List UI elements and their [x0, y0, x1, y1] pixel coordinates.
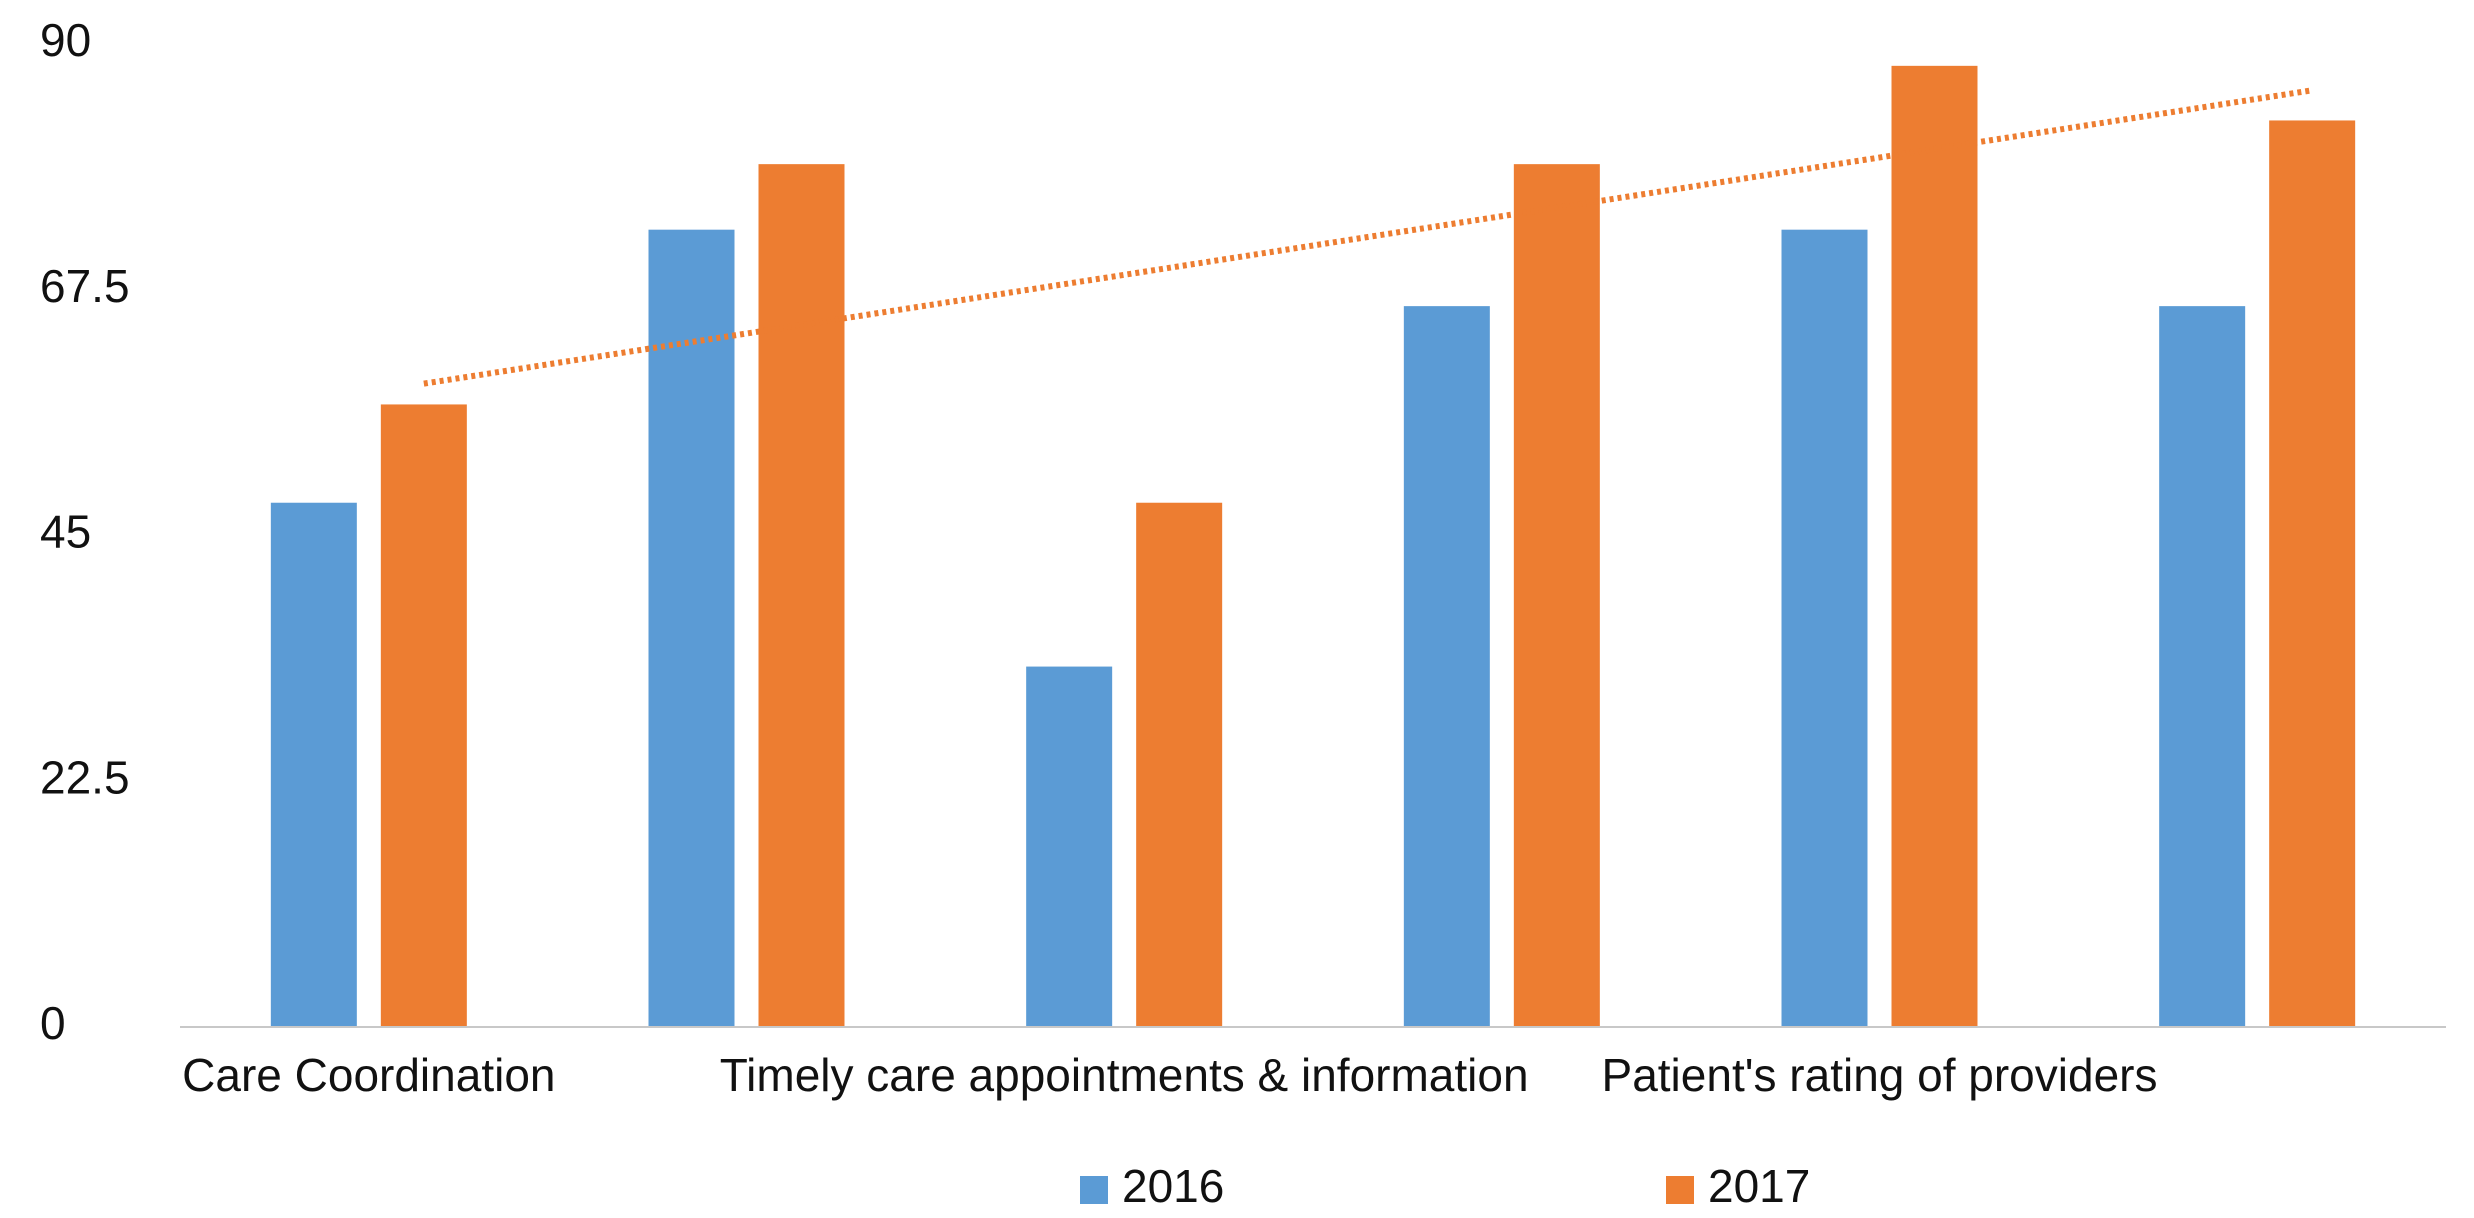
bar [1136, 502, 1223, 1027]
bar [648, 229, 735, 1027]
legend-label: 2016 [1122, 1160, 1224, 1212]
bar [1026, 666, 1113, 1027]
y-tick-label: 0 [40, 997, 66, 1049]
bar [2269, 120, 2356, 1027]
bar [2159, 306, 2246, 1028]
x-tick-label: Patient's rating of providers [1602, 1049, 2158, 1101]
y-tick-label: 45 [40, 506, 91, 558]
bar [1513, 164, 1600, 1028]
bar [758, 164, 845, 1028]
bar [1403, 306, 1490, 1028]
legend-label: 2017 [1708, 1160, 1810, 1212]
legend-swatch [1666, 1176, 1694, 1204]
bar [1781, 229, 1868, 1027]
bar [270, 502, 357, 1027]
y-tick-label: 67.5 [40, 260, 130, 312]
y-tick-label: 90 [40, 14, 91, 66]
legend-swatch [1080, 1176, 1108, 1204]
bar [1891, 65, 1978, 1028]
x-tick-label: Timely care appointments & information [720, 1049, 1529, 1101]
bar [380, 404, 467, 1027]
x-tick-label: Care Coordination [182, 1049, 555, 1101]
y-tick-label: 22.5 [40, 751, 130, 803]
trendline [423, 87, 2313, 387]
